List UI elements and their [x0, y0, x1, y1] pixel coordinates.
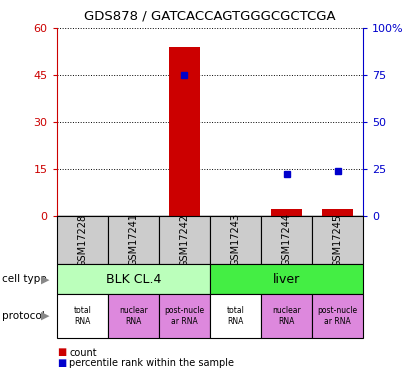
- Text: cell type: cell type: [2, 274, 47, 284]
- Bar: [323, 209, 353, 216]
- Bar: [57, 264, 210, 294]
- Bar: [57, 294, 108, 338]
- Text: BLK CL.4: BLK CL.4: [106, 273, 161, 286]
- Text: count: count: [69, 348, 97, 357]
- Text: ▶: ▶: [41, 311, 50, 321]
- Bar: [261, 294, 312, 338]
- Text: total
RNA: total RNA: [74, 306, 91, 326]
- Bar: [312, 294, 363, 338]
- Bar: [159, 294, 210, 338]
- Text: ▶: ▶: [41, 274, 50, 284]
- Text: liver: liver: [273, 273, 300, 286]
- Text: ■: ■: [57, 358, 66, 368]
- Bar: [261, 216, 312, 264]
- Text: GDS878 / GATCACCAGTGGGCGCTCGA: GDS878 / GATCACCAGTGGGCGCTCGA: [84, 9, 336, 22]
- Text: nuclear
RNA: nuclear RNA: [272, 306, 301, 326]
- Bar: [108, 216, 159, 264]
- Bar: [108, 294, 159, 338]
- Text: total
RNA: total RNA: [227, 306, 244, 326]
- Text: GSM17242: GSM17242: [179, 213, 189, 267]
- Text: percentile rank within the sample: percentile rank within the sample: [69, 358, 234, 368]
- Text: GSM17243: GSM17243: [231, 213, 241, 267]
- Text: post-nucle
ar RNA: post-nucle ar RNA: [164, 306, 205, 326]
- Text: GSM17244: GSM17244: [282, 213, 291, 267]
- Bar: [312, 216, 363, 264]
- Text: GSM17241: GSM17241: [129, 213, 138, 267]
- Text: post-nucle
ar RNA: post-nucle ar RNA: [318, 306, 358, 326]
- Bar: [210, 216, 261, 264]
- Text: ■: ■: [57, 348, 66, 357]
- Text: protocol: protocol: [2, 311, 45, 321]
- Bar: [210, 294, 261, 338]
- Bar: [159, 216, 210, 264]
- Bar: [57, 216, 108, 264]
- Bar: [210, 264, 363, 294]
- Text: GSM17228: GSM17228: [77, 213, 87, 267]
- Text: nuclear
RNA: nuclear RNA: [119, 306, 148, 326]
- Bar: [169, 47, 200, 216]
- Bar: [271, 209, 302, 216]
- Text: GSM17245: GSM17245: [333, 213, 343, 267]
